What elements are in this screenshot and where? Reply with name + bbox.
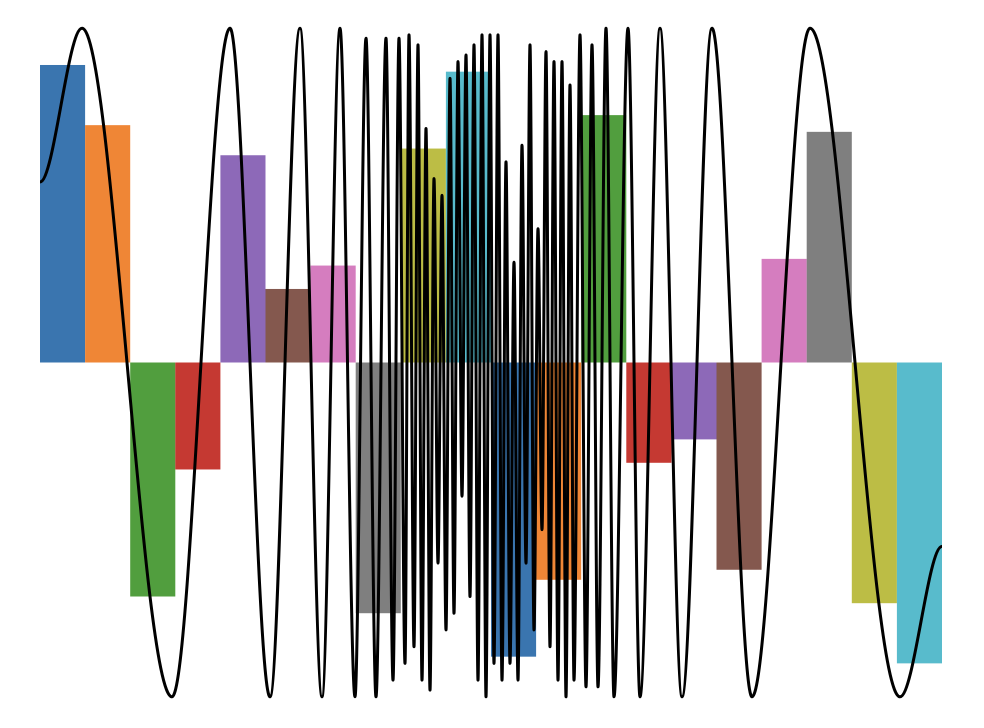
bar — [40, 64, 86, 363]
line — [39, 26, 943, 699]
bar — [896, 362, 942, 664]
